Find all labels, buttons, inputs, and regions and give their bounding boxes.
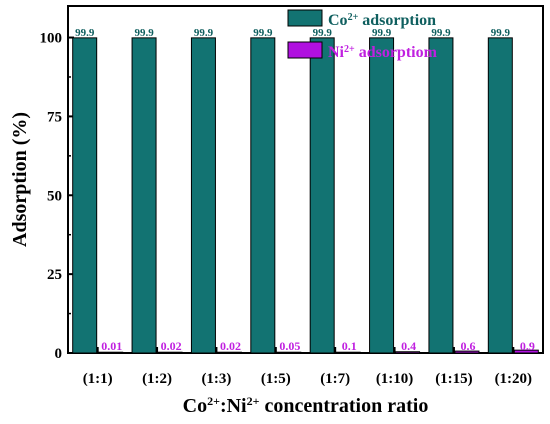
x-axis-title: Co2+:Ni2+ concentration ratio bbox=[183, 394, 429, 417]
y-tick-label: 75 bbox=[47, 109, 62, 125]
co-data-label: 99.9 bbox=[253, 27, 273, 39]
x-tick-label: (1:10) bbox=[376, 371, 414, 387]
plot-frame bbox=[67, 5, 544, 354]
legend-swatch-co bbox=[287, 9, 323, 27]
co-data-label: 99.9 bbox=[134, 27, 154, 39]
y-tick-label: 0 bbox=[55, 346, 63, 362]
y-axis-title: Adsorption (%) bbox=[9, 112, 31, 247]
co-data-label: 99.9 bbox=[194, 27, 214, 39]
ni-data-label: 0.4 bbox=[401, 339, 416, 353]
legend-label-co: Co2+ adsorption bbox=[328, 12, 436, 30]
ni-data-label: 0.05 bbox=[279, 339, 300, 353]
co-data-label: 99.9 bbox=[491, 27, 511, 39]
ni-bar bbox=[513, 349, 539, 354]
ni-bar bbox=[335, 351, 361, 354]
x-tick-label: (1:3) bbox=[201, 371, 231, 387]
ni-data-label: 0.6 bbox=[460, 339, 475, 353]
y-tick-label: 25 bbox=[47, 267, 62, 283]
ni-bar bbox=[216, 351, 242, 354]
x-tick-label: (1:2) bbox=[142, 371, 172, 387]
co-bar bbox=[428, 37, 454, 354]
co-bar bbox=[72, 37, 98, 354]
co-data-label: 99.9 bbox=[75, 27, 95, 39]
x-tick-label: (1:1) bbox=[83, 371, 113, 387]
legend-swatch-ni bbox=[287, 41, 323, 59]
ni-data-label: 0.1 bbox=[342, 339, 357, 353]
y-tick-label: 100 bbox=[40, 31, 63, 47]
legend-label-ni: Ni2+ adsorptiom bbox=[328, 44, 438, 62]
co-bar bbox=[131, 37, 157, 354]
co-bar bbox=[250, 37, 276, 354]
co-bar bbox=[487, 37, 513, 354]
ni-bar bbox=[454, 350, 480, 354]
x-tick-label: (1:5) bbox=[261, 371, 291, 387]
x-tick-label: (1:15) bbox=[435, 371, 473, 387]
co-data-label: 99.9 bbox=[372, 27, 392, 39]
co-bar bbox=[369, 37, 395, 354]
ni-bar bbox=[157, 351, 183, 354]
x-tick-label: (1:7) bbox=[320, 371, 350, 387]
co-data-label: 99.9 bbox=[431, 27, 451, 39]
co-data-label: 99.9 bbox=[313, 27, 333, 39]
y-tick-label: 50 bbox=[47, 188, 62, 204]
ni-data-label: 0.02 bbox=[220, 339, 241, 353]
ni-bar bbox=[276, 351, 302, 354]
ni-data-label: 0.01 bbox=[101, 339, 122, 353]
co-bar bbox=[309, 37, 335, 354]
ni-bar bbox=[395, 351, 421, 354]
co-bar bbox=[190, 37, 216, 354]
x-tick-label: (1:20) bbox=[495, 371, 533, 387]
ni-data-label: 0.9 bbox=[520, 339, 535, 353]
ni-data-label: 0.02 bbox=[161, 339, 182, 353]
ni-bar bbox=[98, 351, 124, 354]
